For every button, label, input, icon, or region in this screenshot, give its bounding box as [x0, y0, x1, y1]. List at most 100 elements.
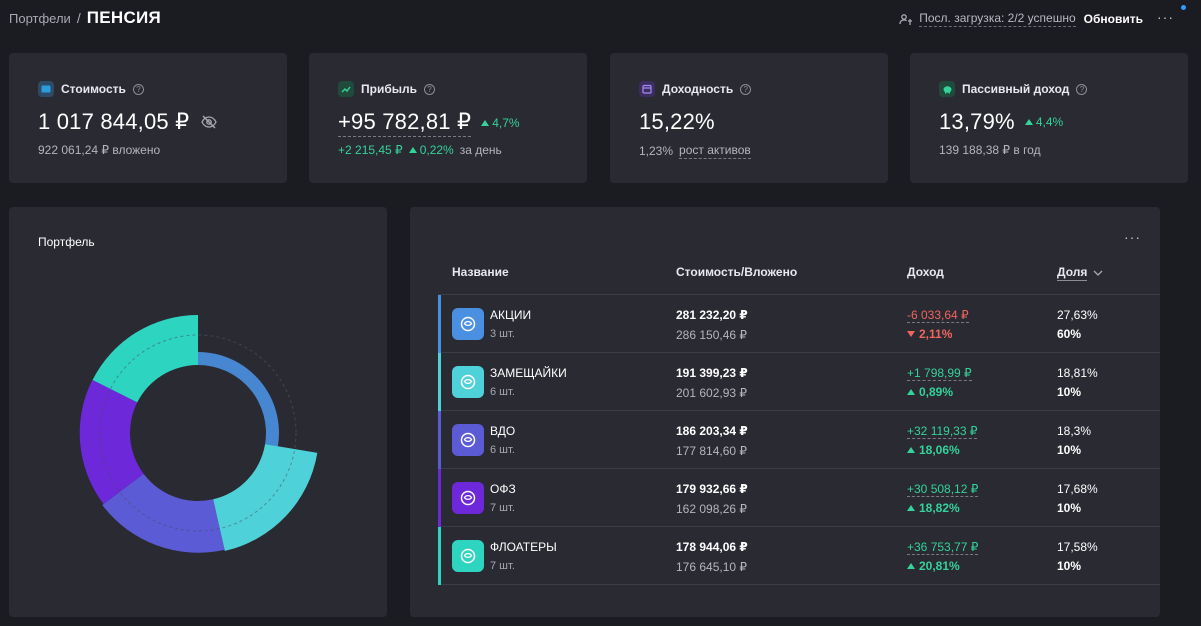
invested-value: 177 814,60 ₽ — [676, 444, 748, 458]
stat-value[interactable]: +95 782,81 ₽ — [338, 109, 472, 137]
share-target: 10% — [1057, 559, 1082, 573]
table-row[interactable]: ЗАМЕЩАЙКИ 6 шт. 191 399,23 ₽ 201 602,93 ₽ +1… — [438, 353, 1160, 411]
current-value: 178 944,06 ₽ — [676, 540, 748, 554]
portfolio-chart-card: Портфель — [9, 207, 387, 617]
breadcrumb: Портфели / ПЕНСИЯ — [9, 8, 161, 28]
income-percent: 2,11% — [907, 327, 952, 341]
invested-value: 201 602,93 ₽ — [676, 386, 748, 400]
refresh-button[interactable]: Обновить — [1083, 12, 1143, 26]
income-amount[interactable]: +30 508,12 ₽ — [907, 482, 979, 497]
income-amount[interactable]: -6 033,64 ₽ — [907, 308, 969, 323]
stat-header: Прибыль ? — [338, 81, 435, 97]
sync-icon — [899, 14, 913, 25]
invested-value: 286 150,46 ₽ — [676, 328, 748, 342]
asset-count: 3 шт. — [490, 328, 515, 340]
more-menu-button[interactable]: ··· — [1157, 8, 1179, 26]
invested-value: 162 098,26 ₽ — [676, 502, 748, 516]
stat-label: Прибыль — [361, 82, 417, 96]
share-target: 10% — [1057, 385, 1082, 399]
column-header-name: Название — [452, 265, 509, 279]
stat-card-yield: Доходность ? 15,22% 1,23% рост активов — [610, 53, 888, 183]
stat-sub: 139 188,38 ₽ в год — [939, 143, 1041, 157]
stat-main: 1 017 844,05 ₽ — [38, 109, 218, 135]
arrow-up-icon — [481, 120, 490, 126]
load-status-text[interactable]: Посл. загрузка: 2/2 успешно — [919, 11, 1076, 27]
table-row[interactable]: ОФЗ 7 шт. 179 932,66 ₽ 162 098,26 ₽ +30 508,… — [438, 469, 1160, 527]
table-row[interactable]: АКЦИИ 3 шт. 281 232,20 ₽ 286 150,46 ₽ -6 033… — [438, 295, 1160, 353]
current-value: 191 399,23 ₽ — [676, 366, 748, 380]
table-more-button[interactable]: ··· — [1124, 229, 1141, 245]
row-color-accent — [438, 353, 441, 411]
income-percent: 18,82% — [907, 501, 960, 515]
chevron-down-icon — [1093, 270, 1103, 276]
share-target: 10% — [1057, 443, 1082, 457]
income-amount[interactable]: +32 119,33 ₽ — [907, 424, 978, 439]
arrow-up-icon — [408, 147, 417, 153]
arrow-up-icon — [907, 447, 915, 453]
donut-guide-circle — [99, 334, 297, 532]
load-status: Посл. загрузка: 2/2 успешно Обновить — [899, 11, 1143, 27]
donut-segment-overlay-офз — [79, 379, 133, 505]
table-row[interactable]: ФЛОАТЕРЫ 7 шт. 178 944,06 ₽ 176 645,10 ₽ +36… — [438, 527, 1160, 585]
current-value: 281 232,20 ₽ — [676, 308, 748, 322]
breadcrumb-separator: / — [76, 10, 81, 26]
current-value: 179 932,66 ₽ — [676, 482, 748, 496]
income-percent-value: 2,11% — [919, 327, 953, 341]
stat-header: Пассивный доход ? — [939, 81, 1088, 97]
stat-sub: 1,23% рост активов — [639, 143, 751, 159]
share-value: 27,63% — [1057, 308, 1098, 322]
column-header-share[interactable]: Доля — [1057, 265, 1103, 281]
donut-segment-замещайки[interactable] — [213, 444, 318, 551]
donut-segment-флоатеры[interactable] — [92, 315, 198, 403]
income-amount[interactable]: +1 798,99 ₽ — [907, 366, 972, 381]
income-amount[interactable]: +36 753,77 ₽ — [907, 540, 979, 555]
donut-segment-overlay-флоатеры — [92, 315, 198, 397]
share-value: 17,58% — [1057, 540, 1098, 554]
stat-value: 1 017 844,05 ₽ — [38, 109, 190, 134]
asset-class-icon — [452, 366, 484, 398]
stat-card-passive-income: Пассивный доход ? 13,79% 4,4% 139 188,38… — [910, 53, 1188, 183]
stat-sub: 922 061,24 ₽ вложено — [38, 143, 160, 157]
header-divider — [438, 294, 1160, 295]
column-header-income: Доход — [907, 265, 944, 279]
asset-count: 7 шт. — [490, 502, 515, 514]
asset-name: АКЦИИ — [490, 308, 532, 322]
portfolio-donut-chart — [79, 315, 318, 553]
income-percent: 18,06% — [907, 443, 960, 457]
stat-main: +95 782,81 ₽ 4,7% — [338, 109, 520, 137]
row-color-accent — [438, 295, 441, 353]
stat-header: Стоимость ? — [38, 81, 144, 97]
donut-segment-офз[interactable] — [79, 379, 144, 505]
stat-label: Доходность — [662, 82, 734, 96]
calendar-icon — [639, 81, 655, 97]
arrow-down-icon — [907, 331, 915, 337]
annual-income: 139 188,38 ₽ в год — [939, 143, 1041, 157]
wallet-icon — [38, 81, 54, 97]
help-icon[interactable]: ? — [424, 83, 435, 95]
daily-profit: +2 215,45 ₽ — [338, 143, 403, 157]
asset-count: 6 шт. — [490, 386, 515, 398]
row-color-accent — [438, 469, 441, 527]
help-icon[interactable]: ? — [132, 83, 144, 95]
stat-main: 13,79% 4,4% — [939, 109, 1063, 135]
income-percent-value: 18,82% — [919, 501, 960, 515]
arrow-up-icon — [1024, 119, 1033, 125]
top-bar: Портфели / ПЕНСИЯ Посл. загрузка: 2/2 ус… — [0, 0, 1201, 36]
donut-segment-акции[interactable] — [198, 352, 279, 447]
eye-off-icon[interactable] — [201, 115, 218, 129]
donut-segment-вдо[interactable] — [102, 473, 225, 553]
more-icon: ··· — [1157, 9, 1174, 25]
piggy-bank-icon — [939, 81, 955, 97]
asset-count: 7 шт. — [490, 560, 515, 572]
table-row[interactable]: ВДО 6 шт. 186 203,34 ₽ 177 814,60 ₽ +32 119,… — [438, 411, 1160, 469]
breadcrumb-portfolios-link[interactable]: Портфели — [9, 11, 71, 26]
help-icon[interactable]: ? — [740, 83, 752, 95]
asset-growth-label[interactable]: рост активов — [679, 143, 751, 159]
help-icon[interactable]: ? — [1076, 83, 1088, 95]
asset-name: ВДО — [490, 424, 516, 438]
column-header-share-label: Доля — [1057, 265, 1088, 281]
stat-card-value: Стоимость ? 1 017 844,05 ₽ 922 061,24 ₽ … — [9, 53, 287, 183]
share-value: 18,81% — [1057, 366, 1098, 380]
income-percent: 20,81% — [907, 559, 960, 573]
donut-segment-overlay-вдо — [102, 482, 225, 553]
